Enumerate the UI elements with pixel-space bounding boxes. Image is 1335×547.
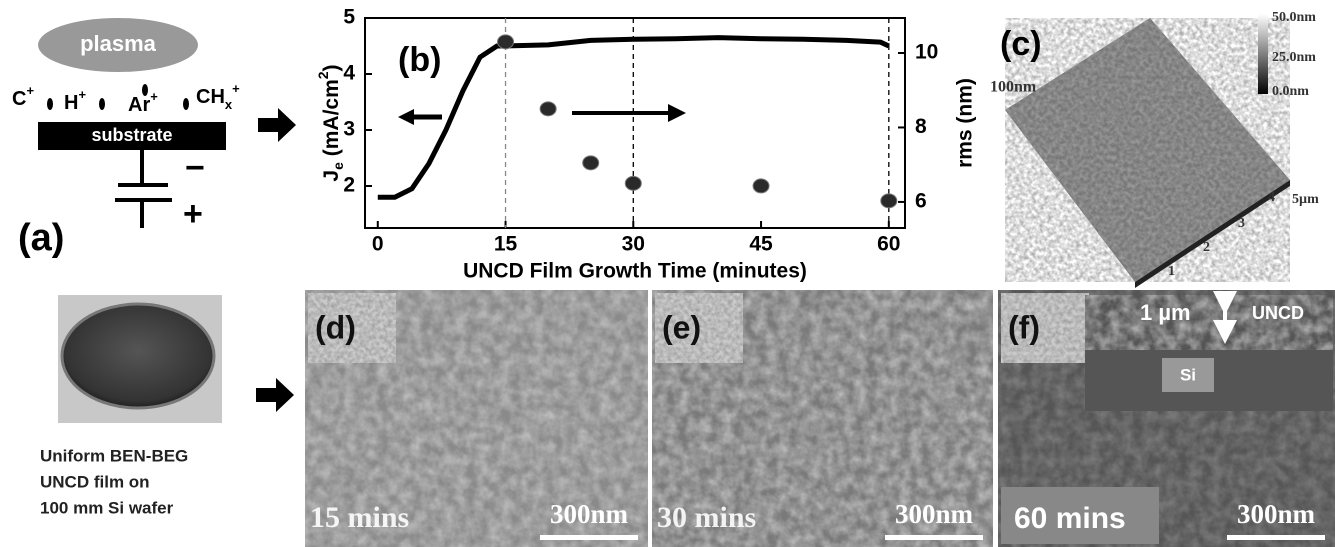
x-tick-label: 60 xyxy=(877,233,900,256)
page: {"panel_a":{"plasma":"plasma","ions":[{"… xyxy=(0,0,1335,547)
axis-tick: 1 xyxy=(1168,264,1175,279)
panel-label: (f) xyxy=(1008,309,1040,345)
arrow xyxy=(258,108,296,142)
x-axis-label: UNCD Film Growth Time (minutes) xyxy=(463,260,807,283)
x-tick-label: 45 xyxy=(749,233,773,256)
cross-section-inset: Si 1 µm UNCD xyxy=(1085,295,1333,411)
wafer xyxy=(62,304,214,408)
si-label: Si xyxy=(1180,365,1196,384)
panel-c: 50.0nm 25.0nm 0.0nm 100nm 5µm 1 2 3 4 (c… xyxy=(990,10,1319,288)
x-tick-label: 30 xyxy=(622,233,645,256)
scale-label: 300nm xyxy=(895,499,974,529)
y-tick-label: 4 xyxy=(343,62,355,85)
scale-label: 300nm xyxy=(550,499,629,529)
thickness-label: 1 µm xyxy=(1140,300,1191,325)
axis-tick: 2 xyxy=(1203,240,1210,255)
arrow xyxy=(398,109,414,125)
panel-label: (d) xyxy=(315,309,356,345)
time-label: 60 mins xyxy=(1014,502,1126,535)
rms-point xyxy=(881,194,897,208)
arrow xyxy=(668,104,686,122)
y-tick-label: 2 xyxy=(343,174,355,197)
scale-bar xyxy=(885,535,983,540)
substrate-label: substrate xyxy=(91,125,172,145)
plasma-label: plasma xyxy=(80,31,157,56)
colorbar-label: 0.0nm xyxy=(1272,84,1309,99)
rms-point xyxy=(540,102,556,116)
panel-label: (a) xyxy=(18,217,64,259)
time-label: 30 mins xyxy=(657,501,756,534)
panel-label: (c) xyxy=(1000,25,1042,63)
y2-axis-label: rms (nm) xyxy=(954,78,977,168)
chart: (b) UNCD Film Growth Time (minutes) Je (… xyxy=(315,6,977,283)
caption-line: 100 mm Si wafer xyxy=(40,498,174,517)
caption-line: UNCD film on xyxy=(40,472,150,491)
minus: − xyxy=(185,149,205,187)
figure: plasma C+ H+ Ar+ CHx+ substrate − + (a) … xyxy=(0,0,1335,547)
ion: CHx+ xyxy=(196,81,240,112)
afm-texture xyxy=(1005,18,1290,282)
rms-point xyxy=(625,176,641,190)
bias-source xyxy=(115,150,172,228)
colorbar xyxy=(1258,14,1268,94)
size-label: 5µm xyxy=(1292,192,1319,207)
rms-point xyxy=(753,179,769,193)
scale-bar xyxy=(540,535,638,540)
caption-line: Uniform BEN-BEG xyxy=(40,446,188,465)
rms-point xyxy=(583,156,599,170)
panel-label: (e) xyxy=(662,309,701,345)
panel-a: plasma C+ H+ Ar+ CHx+ substrate − + (a) xyxy=(12,18,240,259)
plot-frame xyxy=(365,18,905,228)
x-tick-label: 0 xyxy=(372,233,384,256)
y-tick-label: 3 xyxy=(343,118,355,141)
y-axis-label: Je (mA/cm2) xyxy=(315,64,346,181)
arrow xyxy=(256,378,294,412)
axis-tick: 3 xyxy=(1238,216,1245,231)
ion: C+ xyxy=(12,83,34,110)
axis-tick: 4 xyxy=(1268,190,1275,205)
panel-label: (b) xyxy=(398,41,441,79)
y2-tick-label: 10 xyxy=(915,41,938,64)
y2-tick-label: 8 xyxy=(915,115,927,138)
plus: + xyxy=(183,195,203,233)
ion: Ar+ xyxy=(128,89,158,116)
wafer-caption: Uniform BEN-BEG UNCD film on 100 mm Si w… xyxy=(40,446,188,517)
y-tick-label: 5 xyxy=(343,6,355,29)
time-label: 15 mins xyxy=(310,501,409,534)
height-label: 100nm xyxy=(990,79,1037,96)
rms-point xyxy=(498,35,514,49)
scale-label: 300nm xyxy=(1237,499,1316,529)
ion: H+ xyxy=(64,87,86,114)
colorbar-label: 50.0nm xyxy=(1272,10,1316,25)
x-tick-label: 15 xyxy=(494,233,518,256)
y2-tick-label: 6 xyxy=(915,189,927,212)
scale-bar xyxy=(1227,535,1325,540)
film-label: UNCD xyxy=(1252,303,1304,323)
colorbar-label: 25.0nm xyxy=(1272,50,1316,65)
